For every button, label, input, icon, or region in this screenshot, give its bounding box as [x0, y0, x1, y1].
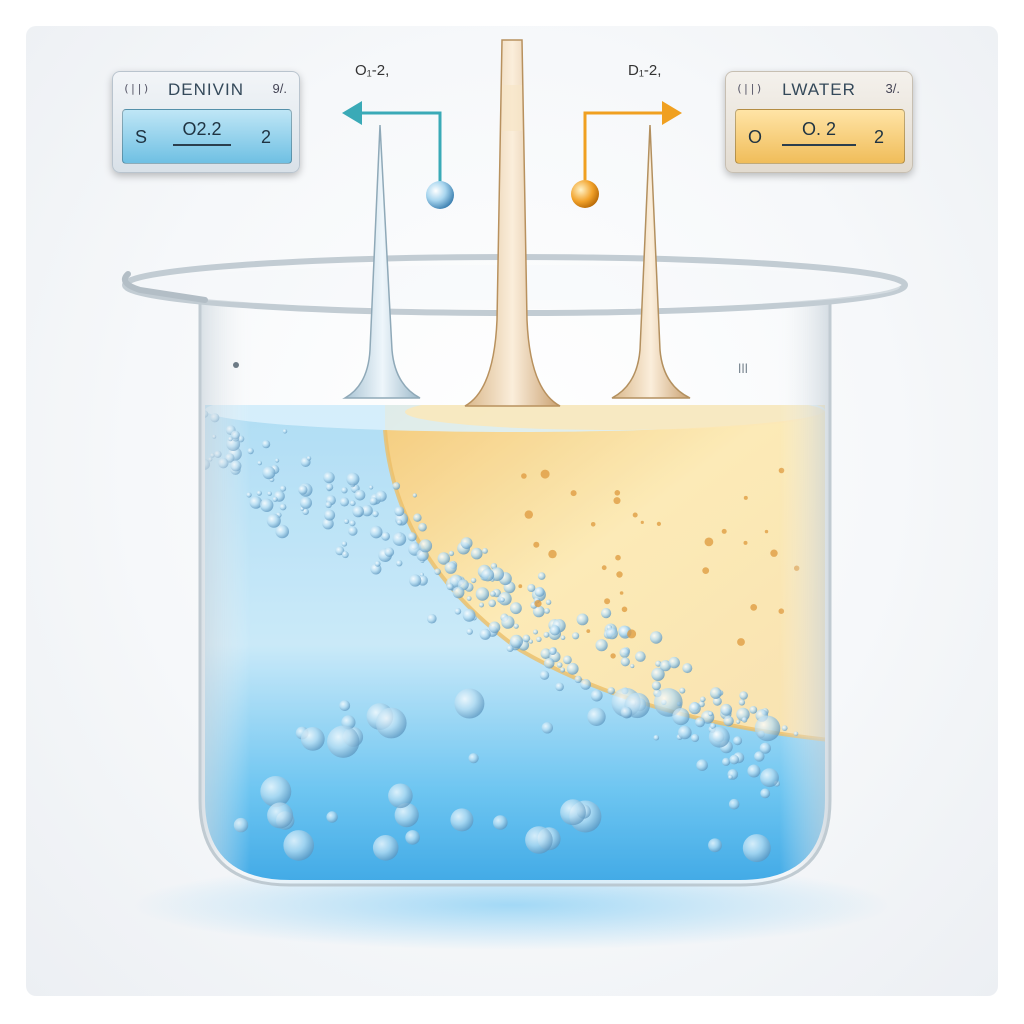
- formula-right: D₁-2,: [628, 62, 662, 79]
- right-readout-value: O. 2: [782, 119, 856, 146]
- glass-mark-right: lll: [738, 362, 748, 376]
- right-meter-corner: 3/.: [885, 81, 900, 96]
- center-tube-fill: [502, 85, 522, 131]
- left-meter-panel: (||) DENIVIN 9/. S O2.2 2: [112, 71, 300, 173]
- formula-left: O₁-2,: [355, 62, 390, 79]
- right-ion-sphere: [571, 180, 599, 208]
- right-readout-prefix: O: [748, 127, 763, 147]
- left-readout: S O2.2 2: [122, 109, 292, 164]
- left-electrode: [342, 124, 421, 399]
- beaker-spout: [122, 271, 208, 303]
- left-readout-value: O2.2: [173, 119, 231, 146]
- right-arrow-head: [662, 101, 682, 125]
- right-arrow-line: [583, 111, 672, 180]
- left-meter-corner: 9/.: [272, 81, 287, 96]
- right-meter-title: LWATER: [782, 80, 856, 99]
- beaker-body: [198, 300, 832, 887]
- right-meter-panel: (||) LWATER 3/. O O. 2 2: [725, 71, 913, 173]
- right-electrode: [611, 124, 691, 399]
- left-arrow-line: [350, 111, 442, 182]
- center-tube: [464, 39, 561, 407]
- right-readout-suffix: 2: [873, 127, 884, 147]
- left-ion-sphere: [426, 181, 454, 209]
- right-readout: O O. 2 2: [735, 109, 905, 164]
- signal-icon: (||): [123, 82, 150, 95]
- left-meter-title: DENIVIN: [168, 80, 244, 99]
- left-readout-prefix: S: [135, 127, 148, 147]
- glass-mark-left: [233, 362, 239, 368]
- signal-icon-right: (||): [736, 82, 763, 95]
- left-arrow-head: [342, 101, 362, 125]
- left-readout-suffix: 2: [260, 127, 271, 147]
